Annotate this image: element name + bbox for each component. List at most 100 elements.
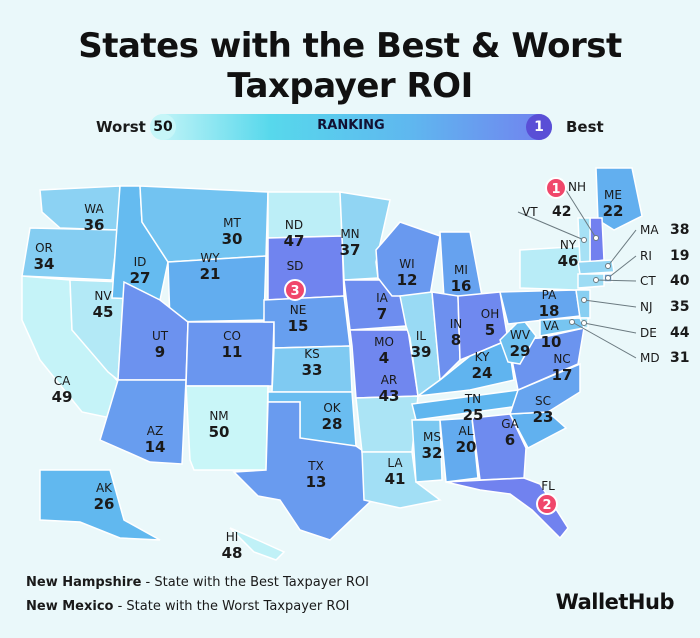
state-rank-in: 8 [451, 331, 461, 349]
ranking-gradient-bar [150, 114, 552, 140]
state-abbr-in: IN [450, 317, 463, 331]
state-rank-co: 11 [222, 343, 243, 361]
leader-nh [563, 186, 597, 239]
state-rank-ks: 33 [302, 361, 323, 379]
state-rank-tn: 25 [463, 406, 484, 424]
state-rank-de: 44 [670, 325, 690, 341]
state-rank-ma: 38 [670, 222, 689, 238]
state-rank-nm: 50 [209, 423, 230, 441]
state-abbr-de: DE [640, 326, 657, 340]
state-abbr-ks: KS [304, 347, 320, 361]
state-or [21, 227, 119, 281]
legend-worst-label: Worst [96, 118, 146, 136]
state-shapes [21, 167, 643, 561]
state-rank-wi: 12 [397, 271, 418, 289]
leader-ma [607, 229, 637, 267]
leader-dot-ma [605, 263, 611, 269]
state-abbr-il: IL [416, 329, 427, 343]
state-rank-nd: 47 [284, 232, 305, 250]
state-abbr-wa: WA [84, 202, 104, 216]
state-abbr-ut: UT [152, 329, 169, 343]
state-abbr-hi: HI [226, 530, 239, 544]
state-rank-wa: 36 [84, 216, 105, 234]
state-rank-wy: 21 [200, 265, 221, 283]
state-rank-fl: 2 [542, 498, 551, 513]
state-nm [185, 385, 269, 471]
state-abbr-nh: NH [568, 180, 586, 194]
state-abbr-ok: OK [323, 401, 341, 415]
state-nd [267, 191, 343, 239]
state-abbr-ar: AR [381, 373, 398, 387]
legend-worst-rank: 50 [150, 114, 176, 140]
state-rank-pa: 18 [539, 302, 560, 320]
state-abbr-pa: PA [542, 288, 557, 302]
state-al [439, 417, 479, 483]
state-abbr-sc: SC [535, 394, 551, 408]
state-abbr-sd: SD [287, 259, 304, 273]
state-abbr-co: CO [223, 329, 241, 343]
state-abbr-mn: MN [340, 227, 359, 241]
state-abbr-tn: TN [464, 392, 481, 406]
state-abbr-md: MD [640, 351, 660, 365]
state-rank-ri: 19 [670, 248, 689, 264]
footer-best-state: New Hampshire [26, 575, 142, 590]
state-rank-mi: 16 [451, 277, 472, 295]
state-ak [39, 469, 161, 541]
state-abbr-ms: MS [423, 430, 441, 444]
state-abbr-ne: NE [290, 303, 307, 317]
state-abbr-mt: MT [223, 216, 241, 230]
state-rank-nh: 1 [551, 182, 560, 197]
state-rank-il: 39 [411, 343, 432, 361]
state-abbr-oh: OH [481, 307, 499, 321]
state-abbr-ri: RI [640, 249, 652, 263]
state-abbr-tx: TX [307, 459, 324, 473]
state-rank-or: 34 [34, 255, 55, 273]
state-rank-vt: 42 [552, 204, 571, 220]
state-rank-az: 14 [145, 438, 166, 456]
state-me [595, 167, 643, 231]
state-abbr-id: ID [134, 255, 147, 269]
page-title-line1: States with the Best & Worst [78, 26, 622, 66]
state-rank-sd: 3 [290, 284, 299, 299]
state-rank-ca: 49 [52, 388, 73, 406]
state-rank-hi: 48 [222, 544, 243, 562]
footer-worst-state: New Mexico [26, 599, 114, 614]
wallethub-logo: WalletHub [555, 590, 675, 614]
leader-ri [607, 255, 637, 279]
state-abbr-ny: NY [560, 238, 577, 252]
state-abbr-az: AZ [147, 424, 163, 438]
state-nj [575, 289, 591, 319]
state-rank-ct: 40 [670, 273, 690, 289]
state-abbr-ky: KY [475, 350, 490, 364]
state-hi [229, 527, 286, 561]
state-ga [471, 413, 527, 481]
state-sd [267, 235, 345, 301]
state-rank-md: 31 [670, 350, 689, 366]
footer-worst: New Mexico - State with the Worst Taxpay… [26, 599, 349, 614]
state-rank-ny: 46 [558, 252, 579, 270]
state-rank-ia: 7 [377, 305, 387, 323]
leader-dot-vt [581, 237, 587, 243]
leader-dot-ct [593, 277, 599, 283]
state-abbr-va: VA [543, 319, 559, 333]
state-la [361, 451, 442, 509]
state-abbr-ma: MA [640, 223, 659, 237]
footer-worst-text: - State with the Worst Taxpayer ROI [113, 599, 350, 614]
state-rank-nv: 45 [93, 303, 114, 321]
state-abbr-vt: VT [522, 205, 538, 219]
state-rank-va: 10 [541, 333, 562, 351]
state-rank-nj: 35 [670, 299, 689, 315]
legend-ranking-label: RANKING [317, 118, 385, 133]
legend-best-rank: 1 [526, 114, 552, 140]
state-rank-ne: 15 [288, 317, 309, 335]
state-labels: WA36OR34CA49NV45ID27MT30WY21UT9AZ14CO11N… [34, 177, 690, 562]
state-abbr-ca: CA [54, 374, 71, 388]
state-abbr-nm: NM [209, 409, 228, 423]
footer-best-text: - State with the Best Taxpayer ROI [141, 575, 369, 590]
state-ma [577, 259, 615, 275]
state-abbr-nc: NC [553, 352, 570, 366]
state-rank-id: 27 [130, 269, 151, 287]
state-abbr-mi: MI [454, 263, 468, 277]
state-rank-la: 41 [385, 470, 406, 488]
